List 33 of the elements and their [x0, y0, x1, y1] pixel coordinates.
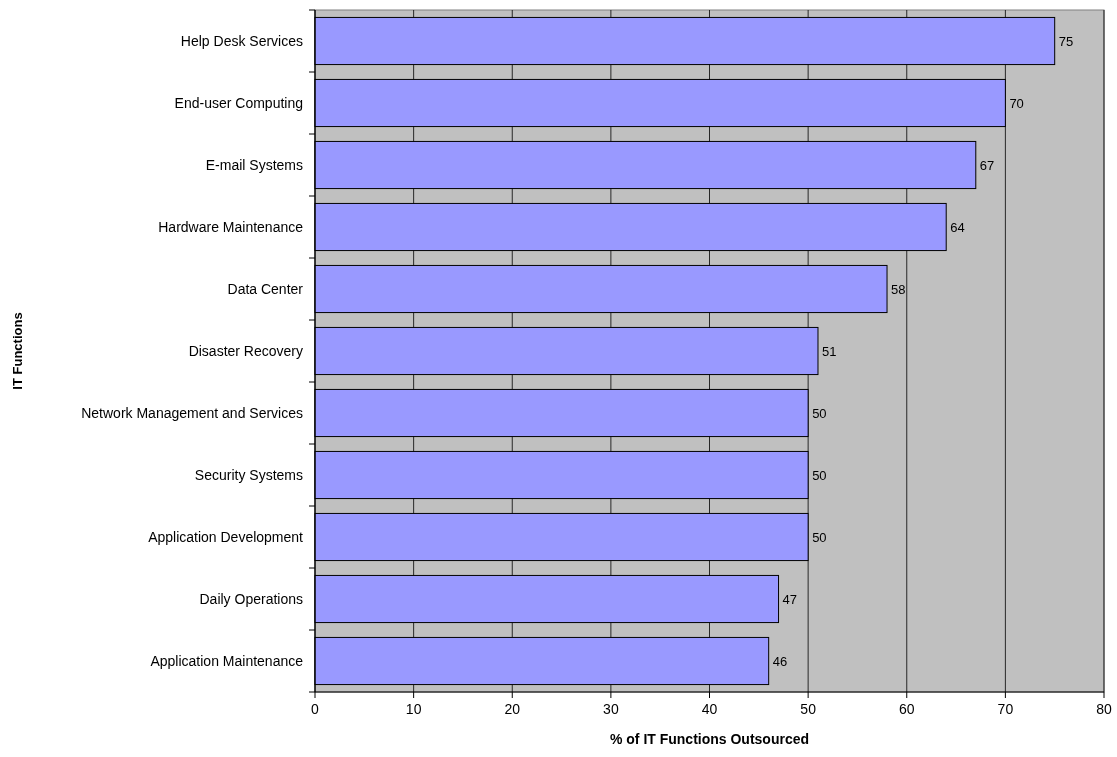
data-label: 50	[812, 405, 827, 421]
x-tick-label: 0	[311, 701, 320, 717]
x-tick-label: 80	[1096, 701, 1112, 717]
y-tick-label: Application Maintenance	[150, 652, 304, 669]
x-tick-label: 50	[800, 701, 817, 717]
data-label: 67	[979, 157, 995, 173]
x-tick-label: 60	[898, 701, 915, 717]
x-tick-label: 30	[603, 701, 619, 717]
x-axis-title: % of IT Functions Outsourced	[609, 731, 810, 747]
data-label: 58	[891, 281, 906, 297]
y-tick-label: Network Management and Services	[81, 404, 303, 421]
data-label: 75	[1058, 33, 1074, 49]
x-tick-label: 20	[504, 701, 521, 717]
y-tick-label: Hardware Maintenance	[158, 218, 304, 235]
y-tick-label: Help Desk Services	[180, 32, 303, 49]
data-label: 46	[772, 653, 788, 669]
x-tick-label: 10	[405, 701, 422, 717]
data-label: 51	[821, 343, 837, 359]
data-label: 50	[812, 529, 827, 545]
x-tick-label: 70	[997, 701, 1014, 717]
y-tick-label: Disaster Recovery	[188, 342, 303, 359]
y-axis-title: IT Functions	[10, 312, 25, 390]
data-label: 64	[950, 219, 965, 235]
y-tick-label: Application Development	[148, 528, 304, 545]
y-tick-label: Daily Operations	[199, 590, 303, 607]
data-label: 50	[812, 467, 827, 483]
y-tick-label: Security Systems	[194, 466, 303, 483]
data-label: 70	[1009, 95, 1024, 111]
y-tick-label: E-mail Systems	[205, 156, 303, 173]
y-tick-label: Data Center	[227, 280, 304, 297]
data-label: 47	[782, 591, 798, 607]
y-tick-label: End-user Computing	[174, 94, 303, 111]
x-tick-label: 40	[701, 701, 718, 717]
